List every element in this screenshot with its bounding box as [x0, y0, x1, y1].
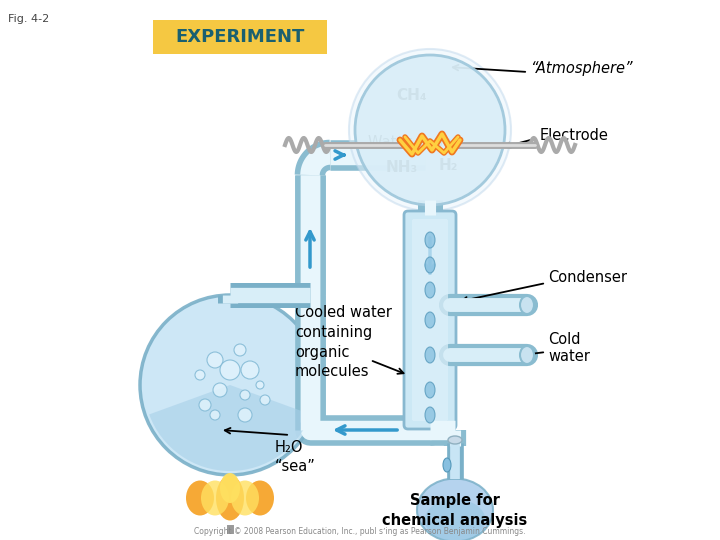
Text: H₂O
“sea”: H₂O “sea” [275, 440, 316, 474]
Circle shape [349, 49, 511, 211]
Circle shape [355, 55, 505, 205]
Circle shape [220, 360, 240, 380]
FancyBboxPatch shape [153, 20, 327, 54]
Circle shape [207, 352, 223, 368]
Ellipse shape [425, 257, 435, 273]
Circle shape [241, 361, 259, 379]
Circle shape [256, 381, 264, 389]
Ellipse shape [448, 436, 462, 444]
Circle shape [195, 370, 205, 380]
Ellipse shape [246, 481, 274, 516]
Text: Electrode: Electrode [540, 127, 609, 143]
Ellipse shape [520, 296, 534, 314]
Text: “Atmosphere”: “Atmosphere” [530, 60, 633, 76]
Ellipse shape [201, 481, 229, 516]
Ellipse shape [220, 473, 240, 503]
Circle shape [210, 410, 220, 420]
Ellipse shape [425, 282, 435, 298]
Circle shape [240, 390, 250, 400]
Ellipse shape [425, 382, 435, 398]
Text: H₂: H₂ [438, 158, 458, 172]
Ellipse shape [425, 407, 435, 423]
Text: Cooled water
containing
organic
molecules: Cooled water containing organic molecule… [295, 305, 392, 380]
Ellipse shape [216, 476, 244, 521]
Text: NH₃: NH₃ [386, 160, 418, 176]
Circle shape [213, 383, 227, 397]
Text: Sample for
chemical analysis: Sample for chemical analysis [382, 493, 528, 528]
Ellipse shape [417, 478, 493, 540]
Text: Copyright © 2008 Pearson Education, Inc., publ sʼing as Pearson Benjamin Cumming: Copyright © 2008 Pearson Education, Inc.… [194, 527, 526, 536]
Text: Fig. 4-2: Fig. 4-2 [8, 14, 49, 24]
Circle shape [260, 395, 270, 405]
Text: Water vapor: Water vapor [368, 136, 458, 151]
Ellipse shape [425, 499, 485, 540]
Ellipse shape [425, 232, 435, 248]
Ellipse shape [425, 347, 435, 363]
Text: EXPERIMENT: EXPERIMENT [175, 28, 305, 46]
Ellipse shape [520, 346, 534, 364]
Ellipse shape [425, 312, 435, 328]
Circle shape [238, 408, 252, 422]
Text: Condenser: Condenser [548, 271, 627, 286]
Circle shape [140, 295, 320, 475]
Text: CH₄: CH₄ [397, 87, 427, 103]
Ellipse shape [231, 481, 259, 516]
Circle shape [199, 399, 211, 411]
Circle shape [234, 344, 246, 356]
Ellipse shape [443, 458, 451, 472]
FancyBboxPatch shape [404, 211, 456, 429]
Text: Cold
water: Cold water [548, 332, 590, 364]
FancyBboxPatch shape [412, 219, 448, 421]
Wedge shape [149, 385, 311, 471]
Ellipse shape [186, 481, 214, 516]
